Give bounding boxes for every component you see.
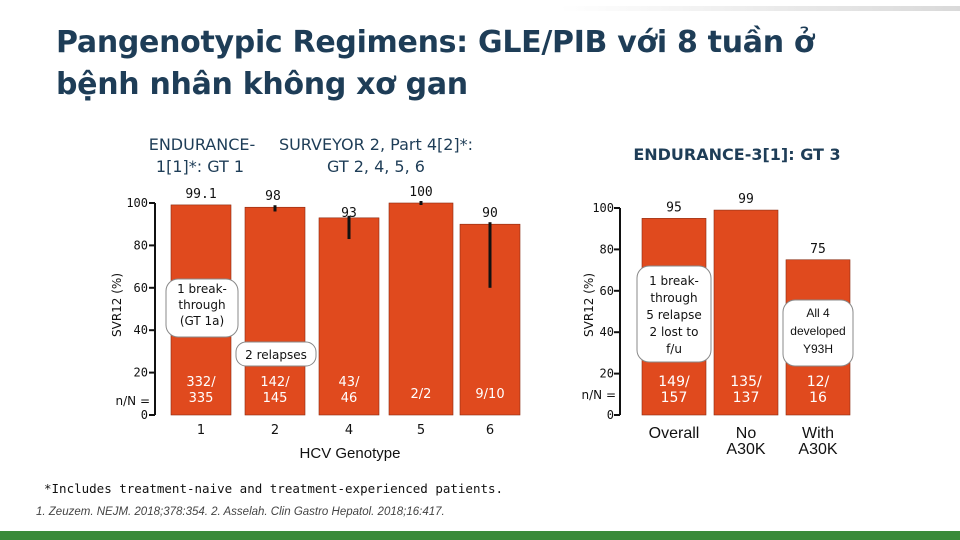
chart2-nN-label: n/N = [582, 388, 617, 402]
category-label: 4 [345, 423, 353, 438]
category-label: With A30K [798, 425, 837, 458]
chart1-nN-label: n/N = [116, 394, 151, 408]
value-label: 99 [738, 192, 754, 207]
chart1-plot: 0 20 40 60 80 100 99.1 332/335 1 98 142/145 2 93 43/4… [126, 185, 521, 438]
y-tick-label: 60 [600, 284, 614, 298]
annotation-box [782, 299, 854, 367]
annotation-text: 1 break-through (GT 1a) [177, 282, 227, 328]
nN-label: 135/137 [730, 374, 762, 406]
nN-label: 12/16 [807, 374, 830, 406]
y-tick-label: 60 [134, 281, 148, 295]
annotation-text: 2 relapses [245, 348, 307, 362]
y-tick-label: 80 [600, 242, 614, 256]
group-label-endurance1-line1: ENDURANCE- [149, 135, 256, 154]
nN-label: 2/2 [411, 387, 432, 402]
nN-label: 43/46 [339, 375, 361, 406]
y-tick-label: 20 [600, 367, 614, 381]
top-accent-bar [560, 6, 960, 11]
y-tick-label: 100 [592, 201, 614, 215]
y-tick-label: 0 [141, 408, 148, 422]
bottom-accent-bar [0, 531, 960, 540]
value-label: 100 [409, 185, 432, 200]
chart1-xlabel: HCV Genotype [300, 445, 401, 462]
chart1-ylabel: SVR12 (%) [110, 273, 124, 337]
y-tick-label: 40 [134, 323, 148, 337]
group-label-endurance1-line2: 1[1]*: GT 1 [156, 157, 244, 176]
nN-label: 332/335 [186, 375, 216, 406]
y-tick-label: 40 [600, 325, 614, 339]
annotation-text: 1 break-through 5 relapse 2 lost to f/u [646, 274, 701, 356]
y-tick-label: 20 [134, 366, 148, 380]
y-tick-label: 100 [126, 196, 148, 210]
category-label: 2 [271, 423, 279, 438]
chart2-plot: 0 20 40 60 80 100 95 149/157 Overall 99 135/137 No A… [592, 192, 854, 458]
value-label: 90 [482, 206, 498, 221]
bar-no-a30k [713, 209, 779, 416]
value-label: 98 [265, 189, 281, 204]
y-tick-label: 80 [134, 238, 148, 252]
group-label-surveyor-line1: SURVEYOR 2, Part 4[2]*: [279, 135, 473, 154]
page-title: Pangenotypic Regimens: GLE/PIB với 8 tuầ… [56, 25, 815, 102]
group-label-surveyor-line2: GT 2, 4, 5, 6 [327, 157, 425, 176]
bar-4 [318, 217, 380, 416]
value-label: 93 [341, 206, 357, 221]
nN-label: 142/145 [260, 375, 290, 406]
footnote: *Includes treatment-naive and treatment-… [44, 481, 504, 496]
annotation-text: All 4 developed Y93H [790, 306, 845, 356]
annotation-box [165, 278, 239, 338]
category-label: 1 [197, 423, 205, 438]
references: 1. Zeuzem. NEJM. 2018;378:354. 2. Assela… [36, 506, 445, 518]
bar-5 [388, 202, 454, 416]
category-label: 5 [417, 423, 425, 438]
category-label: No A30K [726, 425, 765, 458]
category-label: 6 [486, 423, 494, 438]
value-label: 75 [810, 242, 826, 257]
y-tick-label: 0 [607, 408, 614, 422]
nN-label: 9/10 [475, 387, 504, 402]
category-label: Overall [649, 425, 700, 442]
value-label: 99.1 [185, 187, 216, 202]
nN-label: 149/157 [658, 374, 690, 406]
annotation-box [235, 341, 317, 367]
annotation-box [636, 265, 712, 363]
bar-2 [244, 206, 306, 416]
chart2-ylabel: SVR12 (%) [582, 273, 596, 337]
chart2-title: ENDURANCE-3[1]: GT 3 [633, 145, 840, 164]
value-label: 95 [666, 200, 682, 215]
